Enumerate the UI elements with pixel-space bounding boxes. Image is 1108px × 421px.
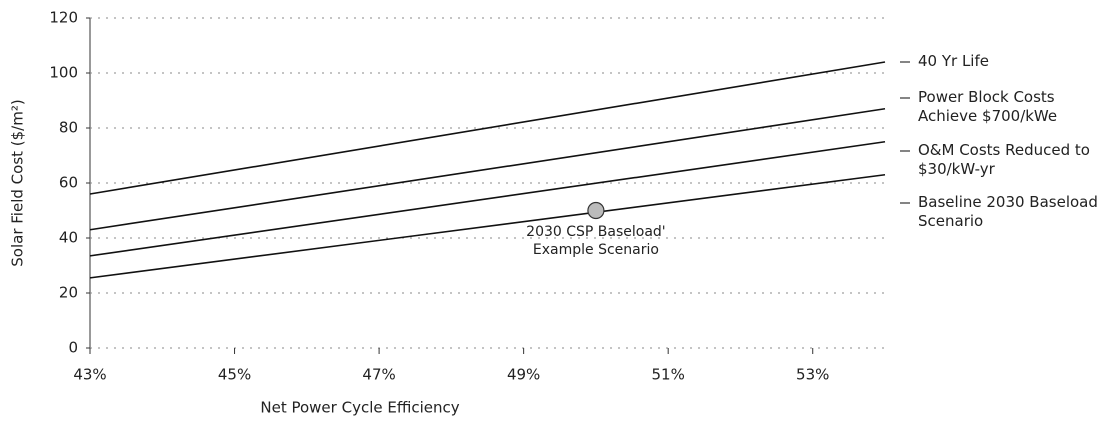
y-tick-label: 100	[49, 64, 78, 82]
x-axis-title: Net Power Cycle Efficiency	[260, 399, 459, 417]
legend-label: 40 Yr Life	[918, 52, 989, 70]
x-tick-label: 45%	[218, 366, 251, 384]
y-tick-label: 60	[59, 174, 78, 192]
series-line	[89, 61, 886, 195]
annotation-point	[587, 201, 605, 220]
x-tick-label: 51%	[652, 366, 685, 384]
y-tick-label: 40	[59, 229, 78, 247]
x-tick-label: 49%	[507, 366, 540, 384]
series-line	[89, 107, 886, 231]
legend-label: Baseline 2030 Baseload Scenario	[918, 193, 1098, 230]
y-tick-label: 20	[59, 284, 78, 302]
legend-label: O&M Costs Reduced to $30/kW-yr	[918, 141, 1090, 178]
x-tick-label: 43%	[73, 366, 106, 384]
x-tick-label: 47%	[362, 366, 395, 384]
x-tick-label: 53%	[796, 366, 829, 384]
series-line	[89, 140, 886, 257]
y-tick-label: 80	[59, 119, 78, 137]
y-tick-label: 0	[68, 339, 78, 357]
y-tick-label: 120	[49, 9, 78, 27]
y-axis-title: Solar Field Cost ($/m²)	[9, 99, 27, 266]
series-line	[89, 173, 886, 279]
legend-label: Power Block Costs Achieve $700/kWe	[918, 88, 1058, 125]
annotation-text: 2030 CSP Baseload' Example Scenario	[526, 223, 666, 258]
